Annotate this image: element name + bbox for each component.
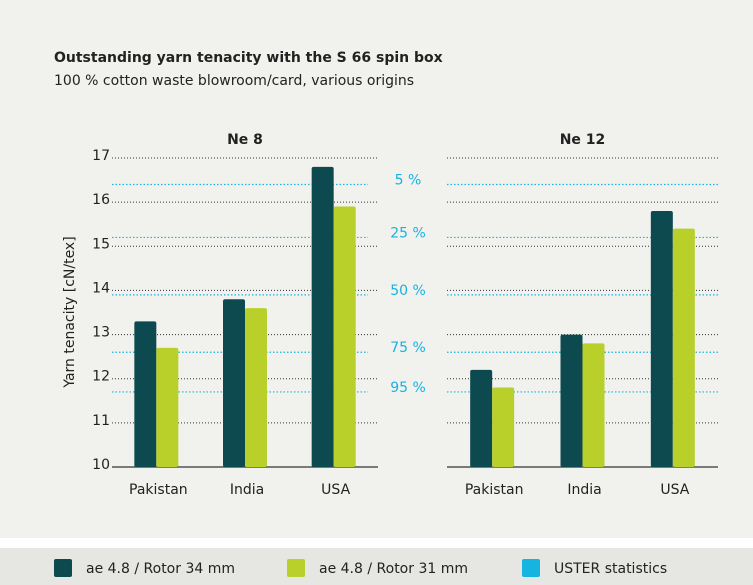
legend-label: USTER statistics: [554, 561, 667, 577]
bar: [672, 228, 695, 467]
bar: [311, 166, 334, 468]
y-axis-label: Yarn tenacity [cN/tex]: [62, 236, 78, 388]
y-tick-label: 10: [92, 457, 110, 473]
x-tick-label: USA: [660, 482, 689, 498]
uster-label: 75 %: [390, 340, 426, 356]
card: [0, 0, 753, 538]
legend-label: ae 4.8 / Rotor 31 mm: [319, 561, 468, 577]
y-tick-label: 16: [92, 192, 110, 208]
bar: [156, 347, 179, 467]
y-tick-label: 15: [92, 236, 110, 252]
bar: [134, 321, 157, 467]
x-tick-label: India: [230, 482, 264, 498]
x-tick-label: USA: [321, 482, 350, 498]
bar: [245, 308, 267, 467]
y-tick-label: 13: [92, 325, 110, 341]
uster-label: 50 %: [390, 283, 426, 299]
legend-swatch: [522, 559, 540, 577]
bar: [470, 369, 493, 467]
chart-subtitle: 100 % cotton waste blowroom/card, variou…: [54, 73, 414, 89]
legend-swatch: [287, 559, 305, 577]
legend-swatch: [54, 559, 72, 577]
bar: [333, 206, 356, 468]
bar: [560, 334, 583, 467]
bar: [650, 210, 673, 467]
bar: [582, 343, 605, 467]
y-tick-label: 11: [92, 413, 110, 429]
bar: [492, 387, 515, 467]
uster-label: 95 %: [390, 380, 426, 396]
legend-label: ae 4.8 / Rotor 34 mm: [86, 561, 235, 577]
chart-title: Outstanding yarn tenacity with the S 66 …: [54, 50, 443, 66]
y-tick-label: 14: [92, 280, 110, 296]
x-tick-label: India: [567, 482, 601, 498]
uster-label: 25 %: [390, 225, 426, 241]
panel-title: Ne 8: [227, 132, 263, 148]
x-tick-label: Pakistan: [129, 482, 188, 498]
bar: [223, 299, 245, 467]
x-tick-label: Pakistan: [465, 482, 524, 498]
y-tick-label: 17: [92, 148, 110, 164]
panel-title: Ne 12: [560, 132, 606, 148]
uster-label: 5 %: [395, 172, 422, 188]
y-tick-label: 12: [92, 369, 110, 385]
legend-band: [0, 548, 753, 585]
